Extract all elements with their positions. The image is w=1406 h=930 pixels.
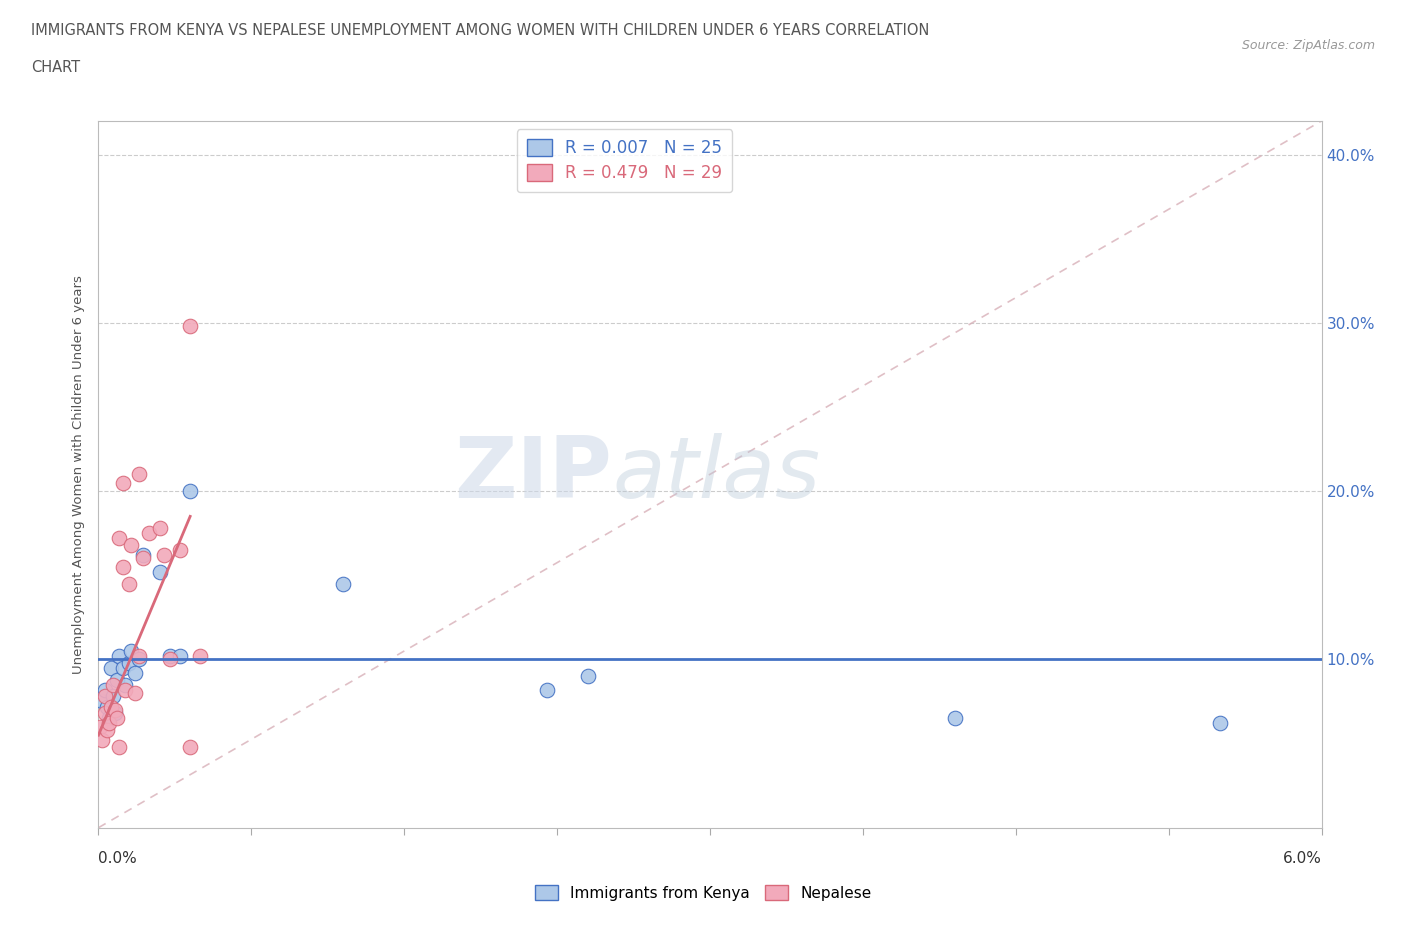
Point xyxy=(108,648,131,663)
Point xyxy=(169,542,191,557)
Point xyxy=(105,711,128,725)
Point xyxy=(152,548,174,563)
Point xyxy=(118,577,141,591)
Point xyxy=(101,677,124,692)
Point xyxy=(114,677,136,692)
Point xyxy=(114,683,136,698)
Point xyxy=(104,706,127,721)
Point xyxy=(97,711,120,725)
Point xyxy=(149,565,172,579)
Point xyxy=(105,672,128,687)
Point xyxy=(91,694,114,709)
Point xyxy=(120,538,142,552)
Legend: Immigrants from Kenya, Nepalese: Immigrants from Kenya, Nepalese xyxy=(527,877,879,909)
Point xyxy=(108,531,131,546)
Point xyxy=(91,733,114,748)
Point xyxy=(138,525,160,540)
Point xyxy=(100,699,122,714)
Point xyxy=(149,521,172,536)
Point xyxy=(124,666,146,681)
Point xyxy=(169,648,191,663)
Point xyxy=(179,739,201,754)
Point xyxy=(943,711,966,725)
Point xyxy=(111,475,134,490)
Point xyxy=(1208,716,1232,731)
Point xyxy=(128,652,150,667)
Y-axis label: Unemployment Among Women with Children Under 6 years: Unemployment Among Women with Children U… xyxy=(72,275,86,673)
Point xyxy=(179,484,201,498)
Point xyxy=(132,548,155,563)
Point xyxy=(120,644,142,658)
Point xyxy=(97,716,120,731)
Point xyxy=(159,648,181,663)
Point xyxy=(100,660,122,675)
Point xyxy=(188,648,212,663)
Text: Source: ZipAtlas.com: Source: ZipAtlas.com xyxy=(1241,39,1375,52)
Point xyxy=(159,652,181,667)
Point xyxy=(332,577,354,591)
Point xyxy=(576,669,599,684)
Point xyxy=(128,648,150,663)
Point xyxy=(101,689,124,704)
Point xyxy=(89,719,111,734)
Point xyxy=(93,683,115,698)
Text: atlas: atlas xyxy=(612,432,820,516)
Point xyxy=(111,660,134,675)
Point xyxy=(111,560,134,575)
Point xyxy=(179,319,201,334)
Point xyxy=(124,685,146,700)
Point xyxy=(536,683,558,698)
Text: 0.0%: 0.0% xyxy=(98,851,138,866)
Point xyxy=(93,706,115,721)
Text: 6.0%: 6.0% xyxy=(1282,851,1322,866)
Point xyxy=(118,656,141,671)
Point xyxy=(132,551,155,565)
Text: CHART: CHART xyxy=(31,60,80,75)
Point xyxy=(93,689,115,704)
Point xyxy=(96,699,118,714)
Point xyxy=(104,702,127,717)
Point xyxy=(96,723,118,737)
Point xyxy=(108,739,131,754)
Legend: R = 0.007   N = 25, R = 0.479   N = 29: R = 0.007 N = 25, R = 0.479 N = 29 xyxy=(517,129,733,193)
Point xyxy=(128,467,150,482)
Text: IMMIGRANTS FROM KENYA VS NEPALESE UNEMPLOYMENT AMONG WOMEN WITH CHILDREN UNDER 6: IMMIGRANTS FROM KENYA VS NEPALESE UNEMPL… xyxy=(31,23,929,38)
Text: ZIP: ZIP xyxy=(454,432,612,516)
